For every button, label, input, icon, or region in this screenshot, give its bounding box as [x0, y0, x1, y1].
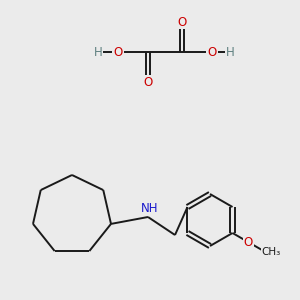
Text: O: O — [244, 236, 253, 248]
Text: O: O — [113, 46, 123, 59]
Text: CH₃: CH₃ — [262, 247, 281, 257]
Text: H: H — [94, 46, 102, 59]
Text: NH: NH — [141, 202, 159, 215]
Text: O: O — [143, 76, 153, 88]
Text: O: O — [207, 46, 217, 59]
Text: O: O — [177, 16, 187, 28]
Text: H: H — [226, 46, 234, 59]
